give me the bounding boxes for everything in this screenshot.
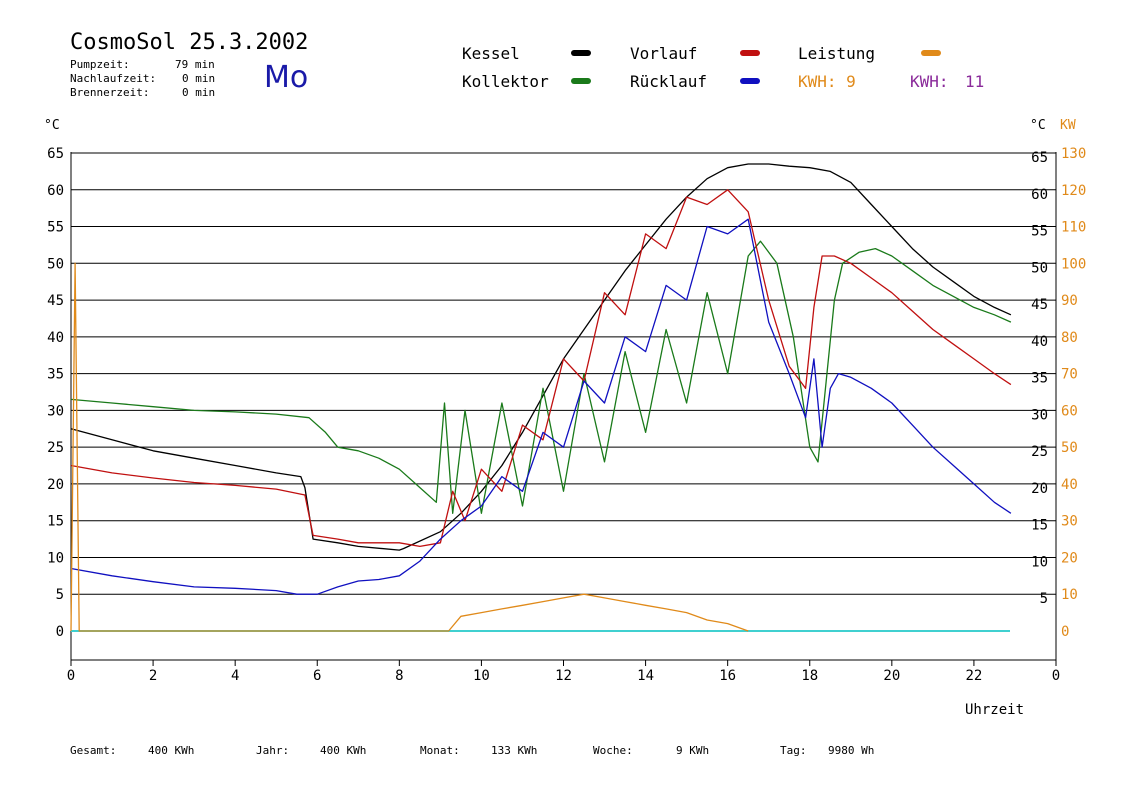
y-tick-right-c-25: 25 — [1031, 444, 1048, 460]
footer-monat-value: 133 KWh — [491, 744, 538, 757]
x-tick-11: 22 — [965, 668, 982, 684]
y-tick-left-55: 55 — [47, 220, 64, 236]
stat-value-brennerzeit: 0 min — [182, 86, 216, 99]
x-tick-0: 0 — [67, 668, 75, 684]
legend-ruecklauf-label: Rücklauf — [630, 72, 708, 91]
y-tick-right-kw-90: 90 — [1061, 293, 1078, 309]
stat-value-nachlaufzeit: 0 min — [182, 72, 216, 85]
x-tick-4: 8 — [395, 668, 403, 684]
x-tick-10: 20 — [883, 668, 900, 684]
y-tick-right-kw-80: 80 — [1061, 330, 1078, 346]
weekday-label: Mo — [264, 60, 309, 95]
y-tick-right-c-15: 15 — [1031, 518, 1048, 534]
y-tick-left-60: 60 — [47, 183, 64, 199]
x-axis-label: Uhrzeit — [965, 702, 1025, 718]
y-tick-right-c-30: 30 — [1031, 407, 1048, 423]
y-tick-right-kw-50: 50 — [1061, 440, 1078, 456]
legend-vorlauf-swatch — [740, 50, 760, 56]
x-tick-8: 16 — [719, 668, 736, 684]
y-tick-left-5: 5 — [56, 587, 64, 603]
legend-kwh-purple-label: KWH: — [910, 72, 949, 91]
footer-tag-label: Tag: — [780, 744, 807, 757]
y-tick-left-0: 0 — [56, 624, 64, 640]
footer-tag-value: 9980 Wh — [828, 744, 875, 757]
y-tick-right-kw-30: 30 — [1061, 514, 1078, 530]
right-axis-unit-kw: KW — [1060, 118, 1076, 133]
legend-ruecklauf-swatch — [740, 78, 760, 84]
legend-leistung-swatch — [921, 50, 941, 56]
series-line-vorlauf — [70, 189, 1012, 548]
y-tick-left-45: 45 — [47, 293, 64, 309]
x-tick-5: 10 — [473, 668, 490, 684]
y-tick-right-kw-40: 40 — [1061, 477, 1078, 493]
y-tick-right-c-5: 5 — [1040, 591, 1048, 607]
legend-vorlauf-label: Vorlauf — [630, 44, 698, 63]
y-tick-right-c-40: 40 — [1031, 334, 1048, 350]
x-tick-1: 2 — [149, 668, 157, 684]
y-tick-right-kw-120: 120 — [1061, 183, 1086, 199]
footer-gesamt-label: Gesamt: — [70, 744, 117, 757]
y-tick-right-c-60: 60 — [1031, 187, 1048, 203]
y-tick-left-40: 40 — [47, 330, 64, 346]
y-tick-right-c-20: 20 — [1031, 481, 1048, 497]
y-tick-left-65: 65 — [47, 146, 64, 162]
y-tick-left-20: 20 — [47, 477, 64, 493]
x-tick-3: 6 — [313, 668, 321, 684]
footer-monat-label: Monat: — [420, 744, 460, 757]
series-line-kollektor — [70, 240, 1012, 514]
x-tick-9: 18 — [801, 668, 818, 684]
legend-kessel-label: Kessel — [462, 44, 520, 63]
x-tick-12: 0 — [1052, 668, 1060, 684]
legend-kwh-orange: KWH: 9 — [798, 72, 856, 91]
stat-value-pumpzeit: 79 min — [175, 58, 215, 71]
y-tick-right-c-65: 65 — [1031, 150, 1048, 166]
y-tick-right-kw-10: 10 — [1061, 587, 1078, 603]
y-tick-right-c-55: 55 — [1031, 224, 1048, 240]
y-tick-left-10: 10 — [47, 550, 64, 566]
y-tick-right-kw-100: 100 — [1061, 256, 1086, 272]
x-tick-2: 4 — [231, 668, 239, 684]
legend-kollektor-label: Kollektor — [462, 72, 549, 91]
right-axis-unit-c: °C — [1030, 118, 1046, 133]
legend-leistung-label: Leistung — [798, 44, 876, 63]
x-tick-7: 14 — [637, 668, 654, 684]
y-tick-right-kw-110: 110 — [1061, 220, 1086, 236]
x-tick-6: 12 — [555, 668, 572, 684]
y-tick-left-30: 30 — [47, 403, 64, 419]
chart-title: CosmoSol 25.3.2002 — [70, 30, 309, 55]
y-tick-right-c-35: 35 — [1031, 371, 1048, 387]
y-tick-left-25: 25 — [47, 440, 64, 456]
series-line-kessel — [70, 163, 1012, 551]
legend-kessel-swatch — [571, 50, 591, 56]
stat-label-pumpzeit: Pumpzeit: — [70, 58, 130, 71]
y-tick-right-c-45: 45 — [1031, 297, 1048, 313]
legend-kwh-purple-value: 11 — [965, 72, 985, 91]
y-tick-right-kw-20: 20 — [1061, 550, 1078, 566]
stat-label-nachlaufzeit: Nachlaufzeit: — [70, 72, 157, 85]
y-tick-right-kw-130: 130 — [1061, 146, 1086, 162]
footer-woche-label: Woche: — [593, 744, 633, 757]
left-axis-unit: °C — [44, 118, 60, 133]
y-tick-right-c-50: 50 — [1031, 260, 1048, 276]
footer-jahr-label: Jahr: — [256, 744, 290, 757]
stat-label-brennerzeit: Brennerzeit: — [70, 86, 150, 99]
footer-jahr-value: 400 KWh — [320, 744, 367, 757]
y-tick-left-35: 35 — [47, 367, 64, 383]
y-tick-left-15: 15 — [47, 514, 64, 530]
y-tick-left-50: 50 — [47, 256, 64, 272]
y-tick-right-c-10: 10 — [1031, 554, 1048, 570]
footer-gesamt-value: 400 KWh — [148, 744, 195, 757]
series-line-rcklauf — [70, 218, 1012, 595]
y-tick-right-kw-60: 60 — [1061, 403, 1078, 419]
y-tick-right-kw-70: 70 — [1061, 367, 1078, 383]
series-line-leistung — [70, 262, 749, 632]
footer-woche-value: 9 KWh — [676, 744, 710, 757]
legend-kollektor-swatch — [571, 78, 591, 84]
y-tick-right-kw-0: 0 — [1061, 624, 1069, 640]
